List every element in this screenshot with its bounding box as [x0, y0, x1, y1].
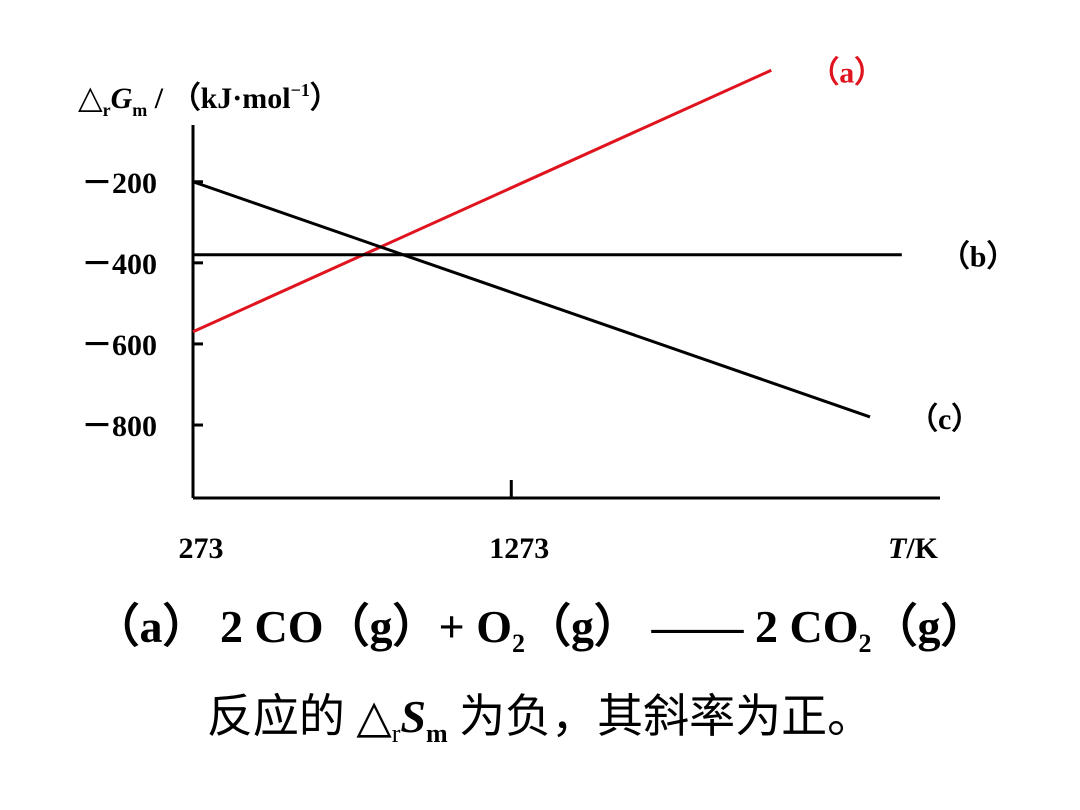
- equation-lhs: 2 CO（g）+ O2（g）: [220, 601, 640, 659]
- series-label: （a）: [809, 55, 884, 89]
- equation-arrow: ——: [651, 601, 744, 652]
- x-axis-label: T/K: [888, 532, 939, 565]
- gibbs-energy-chart: －200 －400 －600 －800 273 1273 （a） （b） （c） △rGm / …: [78, 55, 1016, 565]
- series-line: [192, 180, 871, 419]
- series-label: （c）: [908, 402, 981, 436]
- chart-labels: －200 －400 －600 －800 273 1273 （a） （b） （c）: [82, 55, 1016, 565]
- y-tick-label: －600: [82, 329, 157, 362]
- equation-label: （a）: [93, 601, 209, 652]
- y-axis-label: △rGm / （kJ·mol−1）: [78, 79, 340, 120]
- x-tick-label: 1273: [489, 532, 549, 565]
- chart-axes: [191, 125, 940, 500]
- series-line: [192, 68, 772, 334]
- y-tick-label: －200: [82, 167, 157, 200]
- reaction-equation: （a） 2 CO（g）+ O2（g） —— 2 CO2（g）: [0, 590, 1080, 659]
- y-tick-label: －400: [82, 248, 157, 281]
- series-label: （b）: [940, 240, 1017, 274]
- chart-series: [192, 68, 902, 419]
- explanation-note: 反应的 △rSm 为负，其斜率为正。: [206, 691, 874, 749]
- y-tick-label: －800: [82, 410, 157, 443]
- x-tick-label: 273: [179, 532, 224, 565]
- equation-rhs: 2 CO2（g）: [755, 601, 987, 659]
